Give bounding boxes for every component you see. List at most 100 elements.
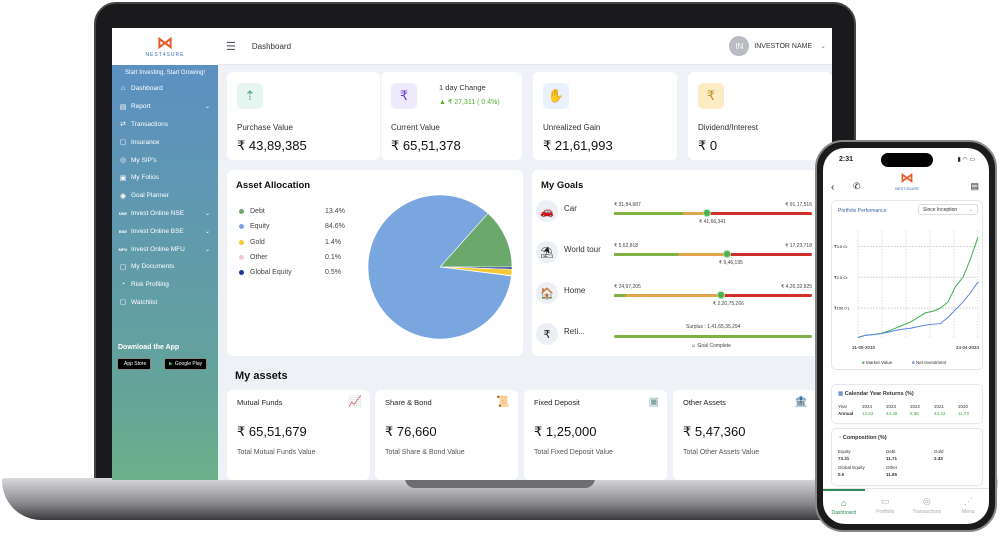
growth-icon: ⇡ xyxy=(237,83,263,109)
legend-label: Other xyxy=(250,253,268,261)
legend-item: Global Equity 0.5% xyxy=(239,269,349,276)
status-icons: ▮ ◠ ▭ xyxy=(957,157,975,163)
chevron-down-icon: ⌄ xyxy=(204,210,210,217)
tab-label: Menu xyxy=(961,509,975,515)
my-assets-title: My assets xyxy=(235,370,288,382)
list-icon: ▢ xyxy=(119,299,127,307)
folio-icon: ▣ xyxy=(119,174,127,182)
avatar: IN xyxy=(729,36,750,56)
summary-label: Unrealized Gain xyxy=(543,123,601,132)
perf-filter-select[interactable]: Since Inception ⌄ xyxy=(918,204,978,215)
my-goals-card: My Goals 🚗 Car ₹ 31,84,687 ₹ 91,17,516 ₹ 41,… xyxy=(532,170,832,356)
goal-start: ₹ 31,84,687 xyxy=(614,202,641,208)
summary-card-purchase: ⇡ Purchase Value ₹ 43,89,385 xyxy=(227,72,380,160)
legend-dot xyxy=(239,270,244,276)
asset-value: ₹ 65,51,679 xyxy=(237,424,307,439)
sidebar-item-transactions[interactable]: ⇄ Transactions xyxy=(112,116,218,134)
cyr-return: 43.43 xyxy=(934,411,946,416)
sidebar-item-my-documents[interactable]: ▢ My Documents xyxy=(112,258,218,276)
sidebar-item-invest-online-nse[interactable]: NSE Invest Online NSE ⌄ xyxy=(112,205,218,223)
sidebar-item-invest-online-bse[interactable]: BSE Invest Online BSE ⌄ xyxy=(112,222,218,240)
goal-row[interactable]: 🚗 Car ₹ 31,84,687 ₹ 91,17,516 ₹ 41,66,341 xyxy=(536,196,816,236)
sidebar-item-invest-online-mfu[interactable]: MFU Invest Online MFU ⌄ xyxy=(112,240,218,258)
sidebar-item-goal-planner[interactable]: ◉ Goal Planner xyxy=(112,187,218,205)
calendar-returns-card: ▦ Calendar Year Returns (%) Year Annual 20… xyxy=(831,384,983,424)
section-title: My Goals xyxy=(541,180,584,191)
mfu-icon: MFU xyxy=(118,246,128,252)
tab-label: Portfolio xyxy=(876,509,895,515)
composition-title: Composition (%) xyxy=(842,435,887,441)
sidebar-item-insurance[interactable]: ▢ Insurance xyxy=(112,133,218,151)
sidebar-item-dashboard[interactable]: ⌂ Dashboard xyxy=(112,80,218,98)
back-icon[interactable]: ‹ xyxy=(831,182,835,193)
goal-row[interactable]: ⛱ World tour ₹ 5,62,818 ₹ 17,23,718 ₹ 9,46,1… xyxy=(536,237,816,277)
asset-value: ₹ 5,47,360 xyxy=(683,424,746,439)
chevron-down-icon: ⌄ xyxy=(968,207,973,213)
sidebar-item-my-folios[interactable]: ▣ My Folios xyxy=(112,169,218,187)
composition-value: 73.31 xyxy=(838,456,850,461)
goal-name: Reti... xyxy=(564,327,585,336)
asset-card[interactable]: 📜 Share & Bond ₹ 76,660 Total Share & Bond … xyxy=(375,390,518,480)
goal-row[interactable]: ₹ Reti... Surplus : 1,41,65,35,294 ☺ Goal C… xyxy=(536,319,816,359)
logo[interactable]: ⋈ NEST4SURE xyxy=(112,28,218,65)
laptop-screen: ⋈ NEST4SURE Start Investing, Start Growin… xyxy=(112,28,832,480)
dynamic-island xyxy=(881,153,933,167)
transfer-icon: ⇄ xyxy=(120,121,126,129)
tab-transactions[interactable]: ◎ Transactions xyxy=(906,489,948,524)
play-icon: ▶ xyxy=(169,361,173,367)
brand-name: NEST4SURE xyxy=(145,51,185,58)
legend-dot xyxy=(239,224,244,230)
section-title: Asset Allocation xyxy=(236,180,311,191)
goal-target: ₹ 4,26,32,925 xyxy=(781,284,812,290)
cyr-annual-header: Annual xyxy=(838,411,854,416)
tab-label: Dashboard xyxy=(831,510,856,516)
sidebar-item-watchlist[interactable]: ▢ Watchlist xyxy=(112,294,218,312)
perf-filter-value: Since Inception xyxy=(923,207,958,213)
sidebar-item-label: Goal Planner xyxy=(131,192,169,200)
legend-dot xyxy=(239,239,244,245)
app-store-button[interactable]: App Store xyxy=(117,358,152,370)
asset-card[interactable]: 📈 Mutual Funds ₹ 65,51,679 Total Mutual Fun… xyxy=(227,390,370,480)
tab-dashboard[interactable]: ⌂ Dashboard xyxy=(823,489,865,524)
goal-row[interactable]: 🏠 Home ₹ 24,97,205 ₹ 4,26,32,925 ₹ 2,20,75,2… xyxy=(536,278,816,318)
summary-card-current: ₹ 1 day Change ▲ ₹ 27,311 ( 0.4%) Curren… xyxy=(381,72,522,160)
asset-card[interactable]: ▣ Fixed Deposit ₹ 1,25,000 Total Fixed Depo… xyxy=(524,390,667,480)
goal-status: ☺ Goal Complete xyxy=(691,343,731,349)
asset-value: ₹ 76,660 xyxy=(385,424,437,439)
goal-name: Car xyxy=(564,204,577,213)
summary-value: ₹ 43,89,385 xyxy=(237,138,307,153)
legend-label: Gold xyxy=(250,238,265,246)
sidebar-item-risk-profiling[interactable]: ◔ Risk Profiling xyxy=(112,276,218,294)
asset-card[interactable]: 🏦 Other Assets ₹ 5,47,360 Total Other Asset… xyxy=(673,390,816,480)
bar-segment-amber xyxy=(614,294,721,297)
goal-current: ₹ 9,46,195 xyxy=(718,260,743,266)
sidebar-item-report[interactable]: ▤ Report ⌄ xyxy=(112,98,218,116)
summary-value: ₹ 21,61,993 xyxy=(543,138,613,153)
pdf-icon[interactable]: ▤ xyxy=(970,181,979,191)
summary-value: ₹ 0 xyxy=(698,138,718,153)
home-icon: ⌂ xyxy=(841,498,847,508)
nse-icon: NSE xyxy=(118,210,128,216)
pie-slice-equity[interactable] xyxy=(367,194,512,340)
menu-toggle-icon[interactable]: ☰ xyxy=(226,40,236,53)
sip-icon: ◎ xyxy=(119,157,127,165)
series-line-net-investment xyxy=(857,281,979,338)
phone-call-icon[interactable]: ✆ xyxy=(853,181,861,191)
user-menu[interactable]: IN INVESTOR NAME ⌄ xyxy=(729,36,826,56)
pie-slice-debt[interactable] xyxy=(439,212,513,268)
legend-dot xyxy=(239,254,244,260)
google-play-button[interactable]: ▶ Google Play xyxy=(164,358,208,370)
up-arrow-icon: ▲ xyxy=(439,99,448,106)
legend-net-investment: Net Investment xyxy=(915,360,947,365)
goal-target: ₹ 91,17,516 xyxy=(785,202,812,208)
summary-label: Current Value xyxy=(391,123,440,132)
google-play-label: Google Play xyxy=(174,361,203,367)
tab-menu[interactable]: ⋰ Menu xyxy=(948,489,990,524)
sidebar-item-my-sip-s[interactable]: ◎ My SIP's xyxy=(112,151,218,169)
sidebar-item-label: Invest Online MFU xyxy=(131,245,185,253)
sidebar-item-label: Risk Profiling xyxy=(131,281,169,289)
summary-value: ₹ 65,51,378 xyxy=(391,138,461,153)
sidebar-item-label: Dashboard xyxy=(131,85,163,93)
bottom-tab-bar: ⌂ Dashboard ▭ Portfolio ◎ Transactions ⋰ Menu xyxy=(823,488,989,524)
tab-portfolio[interactable]: ▭ Portfolio xyxy=(865,489,907,524)
